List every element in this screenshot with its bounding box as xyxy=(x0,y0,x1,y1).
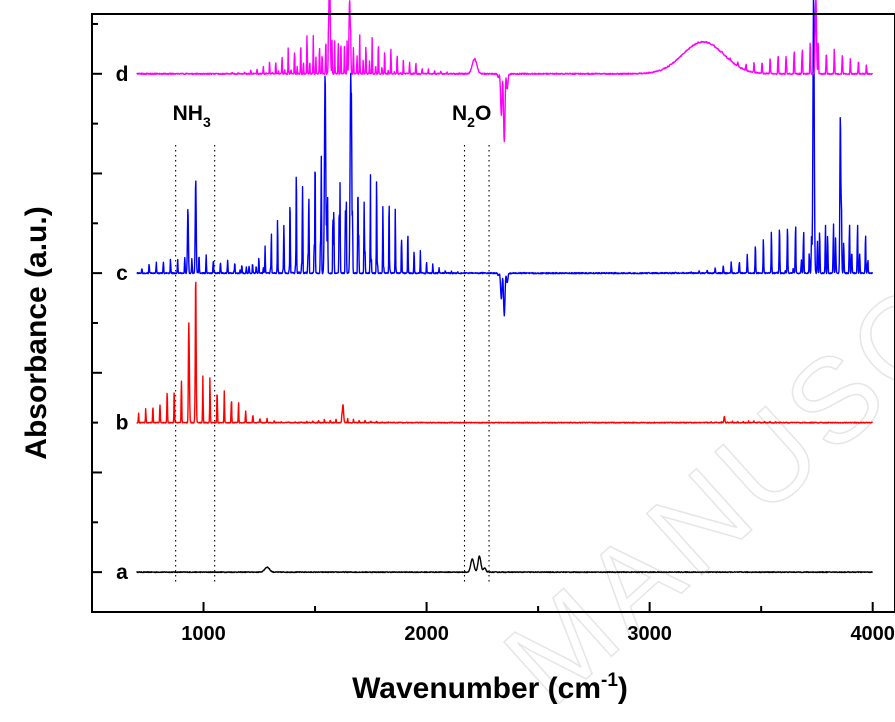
series-line-c xyxy=(136,0,874,317)
watermark-text: MANUSCRIPT xyxy=(480,59,895,722)
trace-label-c: c xyxy=(116,262,128,285)
trace-label-d: d xyxy=(116,63,129,86)
annotations: NH3 N2O xyxy=(173,102,492,130)
annotation-text: NH xyxy=(173,102,203,125)
annotation-lines xyxy=(175,145,490,584)
annotation-text-end: O xyxy=(475,102,491,125)
trace-label-b: b xyxy=(116,412,129,435)
series-line-a xyxy=(136,555,874,574)
x-axis-title-end: ) xyxy=(618,672,628,705)
y-axis-title: Absorbance (a.u.) xyxy=(20,206,53,459)
annotation-sub: 2 xyxy=(467,114,475,130)
trace-label-a: a xyxy=(116,561,128,584)
x-axis-title: Wavenumber (cm-1) xyxy=(352,670,628,705)
annotation-1: N2O xyxy=(452,102,491,130)
x-tick-label-3000: 3000 xyxy=(627,623,672,645)
x-axis-title-sup: -1 xyxy=(601,670,618,691)
spectra-traces xyxy=(136,0,874,574)
trace-labels: a b c d xyxy=(116,63,129,584)
annotation-0: NH3 xyxy=(173,102,211,130)
x-tick-label-2000: 2000 xyxy=(404,623,449,645)
x-tick-label-1000: 1000 xyxy=(181,623,226,645)
x-tick-label-4000: 4000 xyxy=(850,623,895,645)
annotation-sub: 3 xyxy=(203,114,211,130)
x-axis-title-main: Wavenumber (cm xyxy=(352,672,601,705)
series-line-d xyxy=(136,0,874,143)
plot-frame xyxy=(91,13,895,613)
x-tick-labels: 1000 2000 3000 4000 xyxy=(181,623,895,645)
axis-ticks xyxy=(91,22,874,612)
series-line-b xyxy=(136,281,874,424)
annotation-text: N xyxy=(452,102,467,125)
